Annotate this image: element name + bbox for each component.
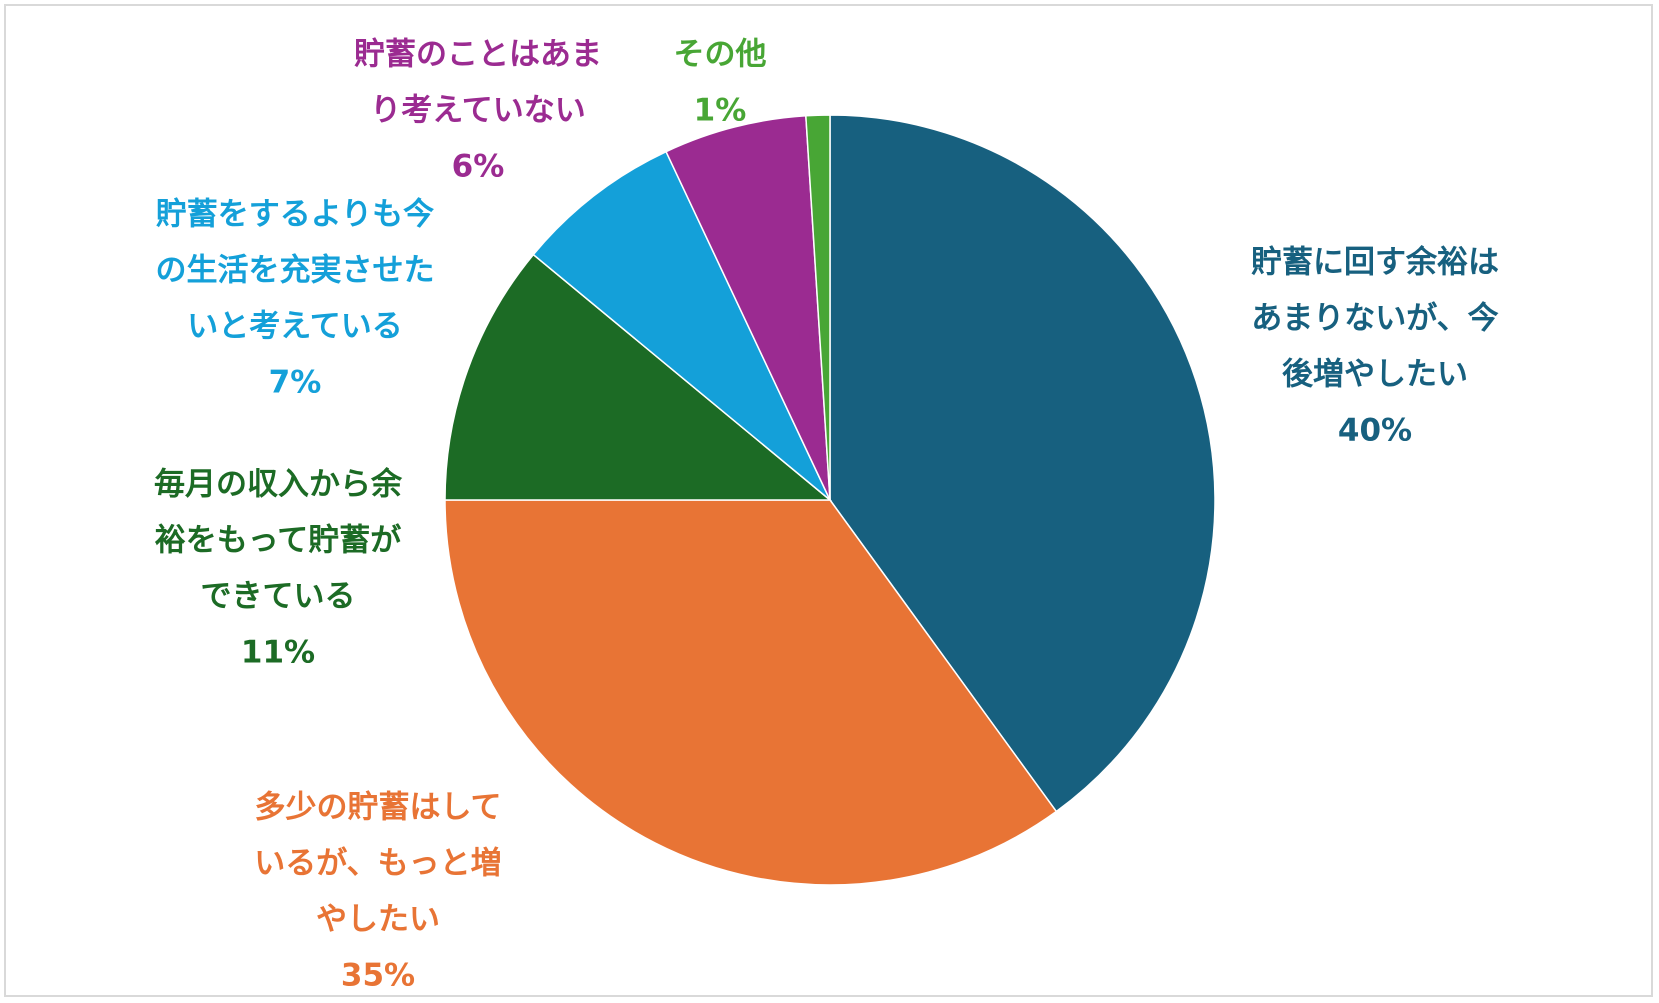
slice-category-label: いと考えている [187, 308, 402, 344]
slice-category-label: 裕をもって貯蓄が [155, 522, 401, 558]
slice-category-label: 貯蓄をするよりも今 [156, 196, 434, 232]
slice-category-label: あまりないが、今 [1251, 300, 1498, 336]
slice-value-label: 7% [269, 364, 322, 400]
slice-category-label: いるが、もっと増 [254, 845, 501, 881]
slice-value-label: 1% [694, 92, 747, 128]
slice-value-label: 40% [1338, 412, 1412, 448]
slice-category-label: やしたい [316, 901, 440, 937]
slice-label-6: その他 1% [674, 36, 767, 128]
slice-category-label: 後増やしたい [1282, 356, 1468, 392]
pie-slice-2 [444, 499, 1058, 886]
slice-category-label: その他 [674, 36, 767, 72]
pie-slice-6 [805, 114, 831, 501]
pie-slice-3 [444, 253, 833, 501]
slice-category-label: 多少の貯蓄はして [254, 789, 501, 825]
slice-category-label: 毎月の収入から余 [154, 466, 403, 502]
slice-category-label: り考えていない [370, 92, 585, 128]
slice-category-label: の生活を充実させた [156, 252, 435, 288]
slice-value-label: 35% [341, 957, 415, 993]
slice-category-label: 貯蓄のことはあま [354, 36, 602, 72]
pie-slice-5 [665, 114, 831, 501]
slice-value-label: 11% [241, 634, 315, 670]
slice-value-label: 6% [452, 148, 505, 184]
slice-category-label: できている [201, 578, 356, 614]
slice-category-label: 貯蓄に回す余裕は [1251, 244, 1499, 280]
pie-slice-1 [829, 114, 1216, 813]
pie-slice-4 [532, 150, 831, 501]
